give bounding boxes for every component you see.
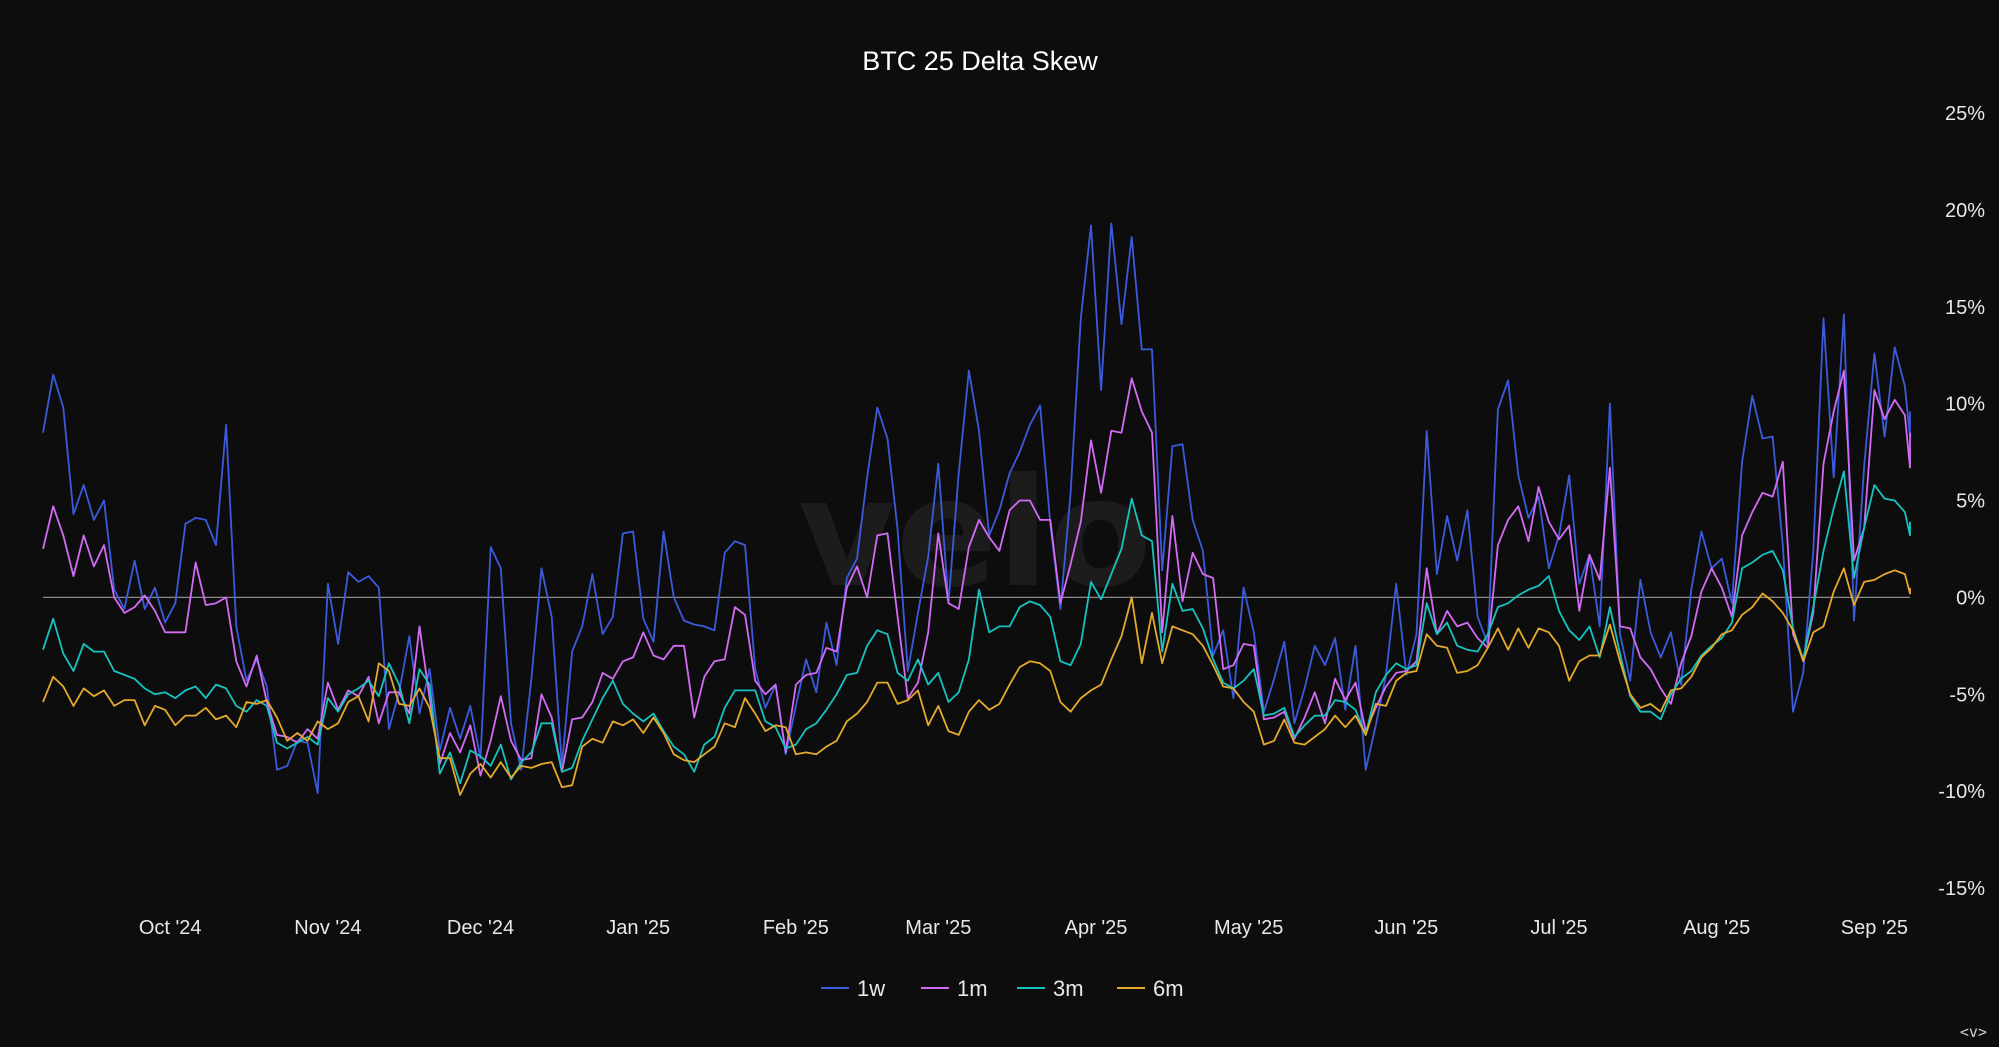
x-tick-label: Apr '25 [1065, 917, 1128, 939]
legend-item-1w[interactable]: 1w [821, 976, 885, 1001]
x-tick-label: Jul '25 [1530, 917, 1587, 939]
x-axis: Oct '24 Nov '24 Dec '24 Jan '25 Feb '25 Mar '… [139, 917, 1908, 939]
y-tick-label: -15% [1938, 878, 1985, 900]
x-tick-label: May '25 [1214, 917, 1283, 939]
x-tick-label: Oct '24 [139, 917, 202, 939]
legend-item-1m[interactable]: 1m [921, 976, 988, 1001]
y-tick-label: 10% [1945, 394, 1985, 416]
x-tick-label: Aug '25 [1683, 917, 1750, 939]
series-line-6m [42, 567, 1911, 796]
watermark: velo [798, 447, 1152, 621]
x-tick-label: Jun '25 [1374, 917, 1438, 939]
x-tick-label: Sep '25 [1841, 917, 1908, 939]
pan-control[interactable]: <v> [1959, 1023, 1987, 1041]
y-tick-label: 25% [1945, 103, 1985, 125]
x-tick-label: Mar '25 [905, 917, 971, 939]
series-lines [42, 222, 1911, 796]
x-tick-label: Nov '24 [294, 917, 361, 939]
legend-label: 6m [1153, 976, 1184, 1001]
y-tick-label: 0% [1956, 587, 1985, 609]
series-line-3m [42, 470, 1911, 785]
legend-label: 1w [857, 976, 885, 1001]
y-tick-label: -5% [1949, 684, 1985, 706]
legend-label: 3m [1053, 976, 1084, 1001]
y-tick-label: 20% [1945, 200, 1985, 222]
legend-label: 1m [957, 976, 988, 1001]
y-tick-label: 5% [1956, 491, 1985, 513]
y-tick-label: 15% [1945, 297, 1985, 319]
chart-title: BTC 25 Delta Skew [862, 46, 1098, 76]
legend-item-3m[interactable]: 3m [1017, 976, 1084, 1001]
legend[interactable]: 1w 1m 3m 6m [821, 976, 1184, 1001]
x-tick-label: Dec '24 [447, 917, 514, 939]
y-axis: 25% 20% 15% 10% 5% 0% -5% -10% -15% [1938, 103, 1985, 900]
x-tick-label: Jan '25 [606, 917, 670, 939]
x-tick-label: Feb '25 [763, 917, 829, 939]
legend-item-6m[interactable]: 6m [1117, 976, 1184, 1001]
series-line-1w [42, 222, 1911, 794]
series-line-1m [42, 369, 1911, 777]
y-tick-label: -10% [1938, 781, 1985, 803]
